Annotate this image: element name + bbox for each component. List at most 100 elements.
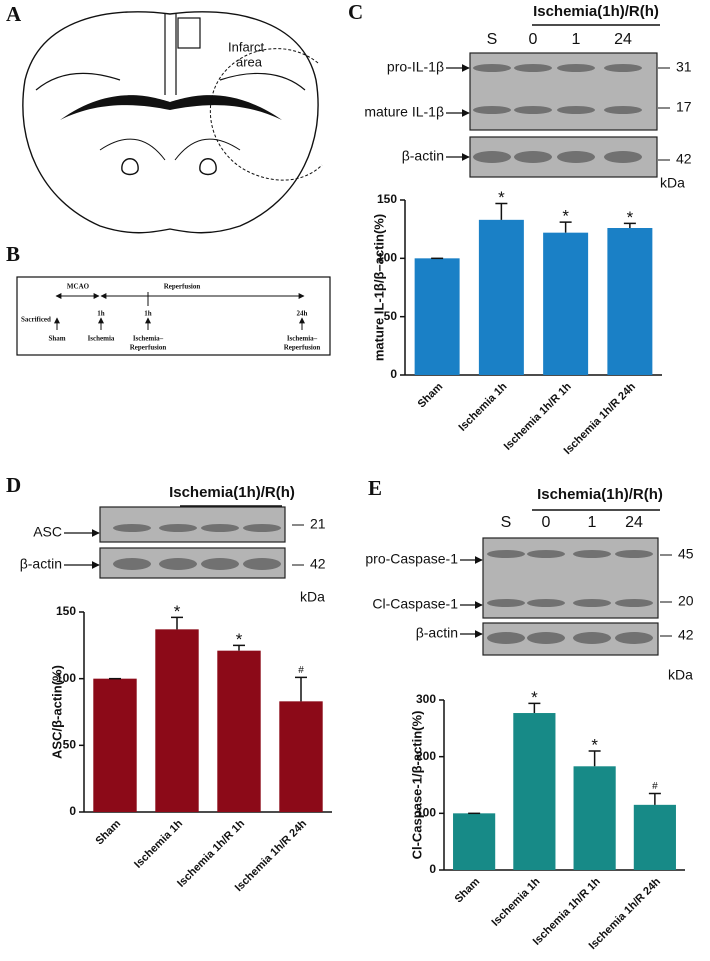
error-bar — [528, 702, 541, 714]
blot-band — [113, 558, 151, 570]
significance-marker: * — [531, 688, 538, 707]
blot-band — [527, 632, 565, 644]
blot-band — [159, 558, 197, 570]
bar — [155, 629, 199, 812]
bar — [93, 678, 137, 812]
blot-band — [604, 64, 642, 72]
y-tick-label: 100 — [416, 806, 436, 820]
bar — [279, 701, 323, 812]
blot-band — [557, 106, 595, 114]
significance-marker: * — [562, 207, 569, 226]
kda-label: 42 — [676, 151, 692, 167]
blot-band — [201, 524, 239, 532]
panel-label: A — [6, 2, 22, 26]
x-tick-label: Ischemia 1h/R 24h — [562, 381, 639, 458]
event-label: Reperfusion — [284, 344, 321, 352]
blot-band — [201, 558, 239, 570]
bar — [453, 813, 496, 870]
event-label: Reperfusion — [130, 344, 167, 352]
y-axis-label: mature IL-1β/β–actin(%) — [371, 214, 386, 361]
blot-band — [243, 524, 281, 532]
band-label: β-actin — [416, 625, 458, 641]
band-label: β-actin — [402, 148, 444, 164]
kda-unit: kDa — [668, 667, 693, 683]
timeline-label: MCAO — [67, 283, 90, 291]
y-axis-label: ASC/β-actin(%) — [49, 665, 64, 759]
event-label: Sham — [48, 335, 65, 343]
error-bar — [623, 222, 636, 228]
infarct-label: Infarct — [228, 39, 265, 54]
y-tick-label: 0 — [429, 862, 436, 876]
blot-header: Ischemia(1h)/R(h) — [537, 486, 663, 503]
lane-label: 1 — [572, 31, 581, 48]
y-tick-label: 200 — [416, 749, 436, 763]
blot-band — [573, 550, 611, 558]
blot-band — [487, 599, 525, 607]
y-tick-label: 150 — [56, 604, 76, 618]
band-label: Cl-Caspase-1 — [372, 596, 458, 612]
error-bar — [295, 676, 307, 702]
blot-band — [573, 599, 611, 607]
blot-band — [113, 524, 151, 532]
panel-label: C — [348, 0, 363, 24]
significance-marker: * — [591, 735, 598, 754]
blot-band — [514, 64, 552, 72]
brain-diagram — [22, 11, 323, 234]
blot-band — [557, 151, 595, 163]
event-label: Ischemia — [88, 335, 115, 343]
panel-label: B — [6, 242, 20, 266]
kda-label: 17 — [676, 99, 692, 115]
y-tick-label: 150 — [377, 192, 397, 206]
y-tick-label: 50 — [384, 309, 398, 323]
kda-label: 20 — [678, 593, 694, 609]
blot-band — [487, 632, 525, 644]
bar — [607, 228, 653, 375]
bar — [513, 713, 556, 870]
significance-marker: * — [627, 208, 634, 227]
blot-band — [159, 524, 197, 532]
lane-label: 0 — [542, 514, 551, 531]
significance-marker: # — [652, 781, 658, 792]
kda-unit: kDa — [300, 589, 325, 605]
lane-label: 24 — [614, 31, 632, 48]
x-tick-label: Sham — [93, 818, 123, 848]
panel-label: E — [368, 476, 382, 500]
error-bar — [233, 644, 245, 651]
kda-label: 42 — [310, 556, 326, 572]
x-tick-label: Ischemia 1h/R 1h — [502, 380, 574, 452]
y-tick-label: 100 — [377, 251, 397, 265]
blot-band — [527, 599, 565, 607]
blot-band — [514, 106, 552, 114]
kda-label: 31 — [676, 59, 692, 75]
timeline-label: Reperfusion — [164, 283, 201, 291]
panel-label: D — [6, 473, 21, 497]
blot-band — [514, 151, 552, 163]
lane-label: S — [501, 514, 512, 531]
y-axis-label: Cl-Caspase-1/β-actin(%) — [409, 711, 424, 860]
significance-marker: * — [174, 602, 181, 621]
y-tick-label: 100 — [56, 671, 76, 685]
blot-band — [615, 632, 653, 644]
blot-band — [487, 550, 525, 558]
band-label: pro-IL-1β — [387, 59, 444, 75]
bar — [543, 232, 589, 375]
x-tick-label: Ischemia 1h — [457, 380, 510, 433]
blot-band — [473, 151, 511, 163]
kda-unit: kDa — [660, 175, 685, 191]
error-bar — [588, 750, 601, 767]
timeline-box — [16, 276, 331, 356]
error-bar — [171, 616, 183, 630]
y-tick-label: 300 — [416, 692, 436, 706]
x-tick-label: Ischemia 1h — [132, 817, 185, 870]
significance-marker: * — [498, 188, 505, 207]
significance-marker: # — [298, 665, 304, 676]
y-tick-label: 0 — [390, 367, 397, 381]
lane-label: 24 — [625, 514, 643, 531]
blot-band — [527, 550, 565, 558]
blot-band — [573, 632, 611, 644]
blot-band — [615, 550, 653, 558]
band-label: pro-Caspase-1 — [365, 551, 458, 567]
bar — [414, 258, 460, 375]
